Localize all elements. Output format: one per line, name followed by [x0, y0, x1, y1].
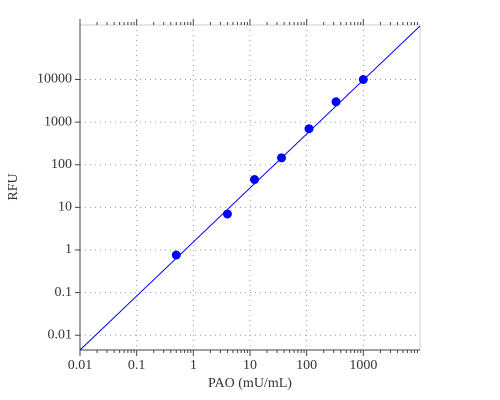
x-tick-label: 1 — [190, 358, 197, 373]
x-tick-label: 1000 — [349, 358, 377, 373]
y-tick-label: 100 — [51, 157, 72, 172]
y-tick-label: 10000 — [37, 72, 72, 87]
fit-line — [79, 25, 421, 351]
y-tick-label: 1 — [65, 242, 72, 257]
x-axis-label: PAO (mU/mL) — [208, 376, 292, 391]
y-tick-label: 1000 — [44, 114, 72, 129]
x-tick-label: 0.01 — [68, 358, 93, 373]
x-tick-label: 0.1 — [128, 358, 146, 373]
y-axis-label: RFU — [6, 173, 21, 200]
y-tick-label: 10 — [58, 200, 72, 215]
data-point — [331, 97, 341, 107]
y-tick-label: 0.01 — [48, 327, 73, 342]
y-tick-label: 0.1 — [55, 285, 73, 300]
data-point — [249, 175, 259, 185]
data-point — [222, 209, 232, 219]
data-point — [171, 250, 181, 260]
data-point — [304, 124, 314, 134]
x-tick-label: 10 — [243, 358, 257, 373]
x-tick-label: 100 — [296, 358, 317, 373]
